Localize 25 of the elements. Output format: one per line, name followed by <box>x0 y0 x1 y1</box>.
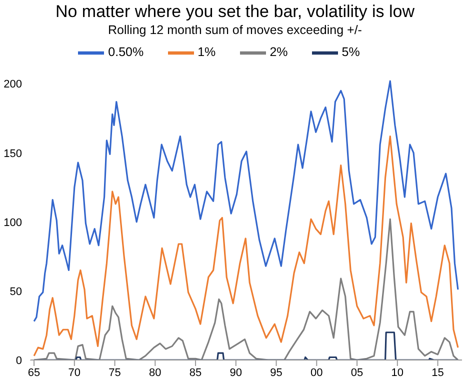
y-tick-label: 50 <box>10 286 22 298</box>
x-tick-label: 15 <box>432 366 444 379</box>
line-series <box>33 80 459 322</box>
y-tick-label: 0 <box>16 354 22 367</box>
y-tick-label: 200 <box>4 78 22 91</box>
x-tick-label: 95 <box>270 366 282 379</box>
x-tick-label: 00 <box>310 366 323 379</box>
legend-label: 1% <box>198 45 216 60</box>
chart-subtitle: Rolling 12 month sum of moves exceeding +/- <box>107 22 363 38</box>
x-tick-label: 70 <box>68 366 81 379</box>
chart-title: No matter where you set the bar, volatility is low <box>54 1 416 22</box>
x-tick-label: 80 <box>149 366 162 379</box>
x-tick-label: 75 <box>108 366 121 379</box>
x-tick-label: 05 <box>350 366 364 379</box>
line-series <box>33 135 459 357</box>
x-tick-label: 10 <box>391 366 404 379</box>
line-series <box>33 332 459 360</box>
legend-label: 2% <box>270 45 288 60</box>
y-tick-label: 100 <box>4 216 22 229</box>
legend-label: 0.50% <box>108 45 144 60</box>
y-tick-label: 150 <box>4 148 22 160</box>
x-tick-label: 65 <box>28 366 40 379</box>
x-tick-label: 90 <box>230 366 242 379</box>
x-tick-label: 85 <box>189 366 202 379</box>
legend-label: 5% <box>342 45 360 60</box>
